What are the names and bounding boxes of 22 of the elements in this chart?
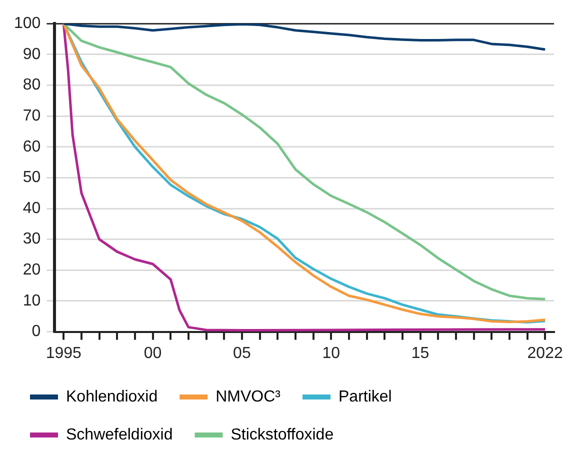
- y-tick-label: 0: [32, 323, 41, 340]
- x-tick-label: 05: [233, 344, 251, 362]
- x-tick-label: 00: [144, 344, 162, 362]
- y-tick-label: 10: [22, 292, 41, 310]
- x-tick-label: 15: [411, 344, 430, 362]
- y-tick-label: 30: [22, 230, 41, 248]
- y-tick-label: 100: [14, 15, 41, 32]
- y-tick-label: 90: [22, 46, 41, 63]
- legend-label: Kohlendioxid: [66, 388, 158, 406]
- legend-label: Schwefeldioxid: [66, 426, 173, 444]
- x-tick-label: 2022: [527, 344, 563, 362]
- y-tick-label: 20: [22, 262, 41, 279]
- y-tick-label: 70: [22, 107, 41, 124]
- y-tick-label: 80: [22, 76, 41, 94]
- y-tick-label: 40: [22, 200, 41, 217]
- y-tick-label: 60: [22, 138, 41, 156]
- legend-label: Partikel: [338, 388, 392, 406]
- x-tick-label: 10: [322, 344, 340, 362]
- legend-label: Stickstoffoxide: [230, 426, 334, 444]
- legend-label: NMVOC³: [216, 388, 282, 406]
- x-tick-label: 1995: [46, 344, 82, 362]
- y-tick-label: 50: [22, 169, 41, 186]
